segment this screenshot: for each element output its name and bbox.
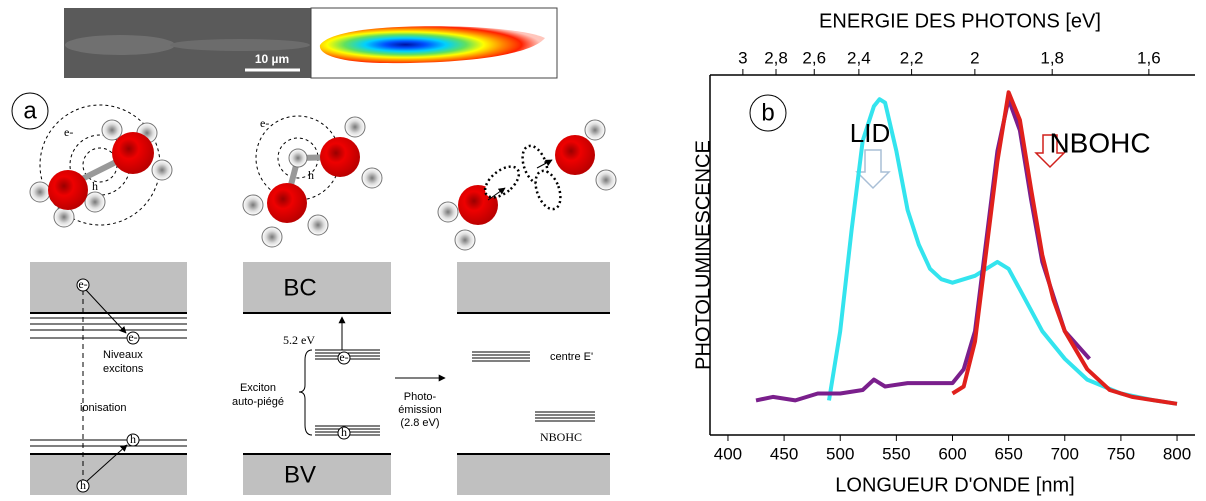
- panel-label: b: [761, 99, 774, 126]
- panel-label-circle: [749, 94, 787, 132]
- exciton-label: Exciton: [240, 382, 276, 394]
- hole-label: h: [130, 432, 136, 446]
- levels-label: excitons: [103, 363, 144, 375]
- electron-label: e-: [64, 125, 73, 139]
- x-tick-label: 450: [770, 444, 798, 463]
- band-diagram-1: e- e- h h Niveaux excitons ionisation: [30, 262, 187, 495]
- y-axis-title: PHOTOLUMINESCENCE: [692, 140, 714, 370]
- x2-tick-label: 1,8: [1040, 48, 1064, 67]
- x-tick-label: 800: [1163, 444, 1191, 463]
- pl-curve: [827, 97, 1178, 406]
- electron-label: e-: [78, 277, 87, 291]
- x-tick-label: 750: [1107, 444, 1135, 463]
- process-label: ionisation: [80, 402, 126, 414]
- molecule-3: [437, 119, 617, 251]
- x-tick-label: 600: [938, 444, 966, 463]
- pl-curve: [951, 90, 1178, 406]
- centre-label: centre E': [550, 351, 593, 363]
- molecule-1: e- h: [29, 104, 173, 228]
- emission-label: (2.8 eV): [400, 417, 439, 429]
- hole-label: h: [308, 168, 314, 182]
- electron-label: e-: [260, 116, 269, 130]
- x2-tick-label: 2,8: [764, 48, 788, 67]
- hole-label: h: [92, 179, 98, 193]
- emission-label: émission: [398, 404, 441, 416]
- defect-label: NBOHC: [540, 430, 582, 444]
- x2-tick-label: 2: [970, 48, 979, 67]
- exciton-label: auto-piégé: [232, 396, 284, 408]
- annotation: NBOHC: [1049, 127, 1150, 158]
- nbohc-arrow: [1034, 134, 1066, 169]
- electron-label: e-: [339, 350, 348, 364]
- x-tick-label: 650: [994, 444, 1022, 463]
- scale-label: 10 µm: [255, 52, 289, 66]
- hole-label: h: [80, 478, 86, 492]
- x2-tick-label: 2,6: [802, 48, 826, 67]
- panel-label: a: [23, 97, 37, 124]
- band-label: BV: [284, 461, 316, 488]
- panel-b: b LONGUEUR D'ONDE [nm] ENERGIE DES PHOTO…: [692, 10, 1195, 496]
- gap-label: 5.2 eV: [283, 333, 315, 347]
- levels-label: Niveaux: [103, 349, 143, 361]
- molecule-2: e- h: [242, 115, 383, 248]
- electron-label: e-: [128, 330, 137, 344]
- x2-tick-label: 3: [738, 48, 747, 67]
- x-axis-title: LONGUEUR D'ONDE [nm]: [835, 474, 1074, 496]
- x2-axis-title: ENERGIE DES PHOTONS [eV]: [819, 10, 1101, 32]
- x2-tick-label: 1,6: [1137, 48, 1161, 67]
- x-tick-label: 550: [882, 444, 910, 463]
- micrograph-feature: [65, 35, 175, 55]
- emission-label: Photo-: [404, 391, 437, 403]
- x-tick-label: 500: [826, 444, 854, 463]
- x2-tick-label: 2,2: [900, 48, 924, 67]
- band-diagram-2: BC BV e- h 5.2 eV Exciton auto-piégé Pho…: [232, 262, 446, 495]
- band-diagram-3: centre E' NBOHC: [457, 262, 610, 495]
- x2-tick-label: 2,4: [847, 48, 871, 67]
- micrograph-feature: [170, 39, 310, 51]
- panel-label-circle: [11, 92, 49, 130]
- annotation: LID: [850, 118, 890, 148]
- pl-spot: [319, 26, 545, 64]
- hole-label: h: [341, 425, 347, 439]
- band-label: BC: [283, 274, 316, 301]
- x-tick-label: 400: [714, 444, 742, 463]
- x-tick-label: 700: [1051, 444, 1079, 463]
- lid-arrow: [855, 149, 891, 190]
- panel-a: 10 µm a e- h e- h: [11, 7, 617, 495]
